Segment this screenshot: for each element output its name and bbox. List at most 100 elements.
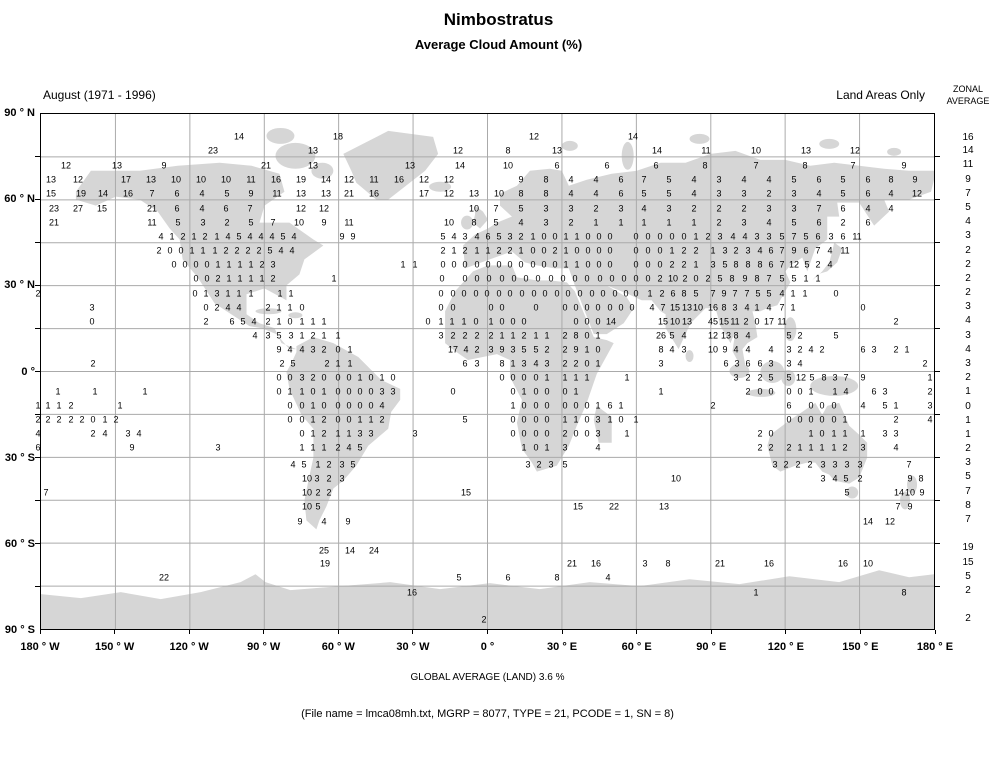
- cloud-amount-value: 16: [763, 558, 775, 569]
- cloud-amount-value: 10: [493, 188, 505, 199]
- cloud-amount-value: 3: [642, 558, 648, 569]
- cloud-amount-value: 0: [541, 231, 547, 242]
- cloud-amount-value: 13: [800, 145, 812, 156]
- cloud-amount-value: 2: [440, 245, 446, 256]
- cloud-amount-value: 5: [843, 473, 849, 484]
- cloud-amount-value: 12: [443, 174, 455, 185]
- cloud-amount-value: 3: [828, 231, 834, 242]
- cloud-amount-value: 0: [657, 245, 663, 256]
- cloud-amount-value: 5: [844, 487, 850, 498]
- cloud-amount-value: 2: [326, 473, 332, 484]
- cloud-amount-value: 3: [754, 231, 760, 242]
- cloud-amount-value: 1: [400, 259, 406, 270]
- cloud-amount-value: 1: [802, 288, 808, 299]
- zonal-average-value: 3: [965, 457, 971, 468]
- cloud-amount-value: 5: [350, 459, 356, 470]
- cloud-amount-value: 1: [819, 442, 825, 453]
- lat-tick-right: [935, 414, 940, 416]
- land-hispaniola: [288, 312, 303, 319]
- cloud-amount-value: 4: [742, 231, 748, 242]
- cloud-amount-value: 0: [523, 273, 529, 284]
- cloud-amount-value: 1: [753, 587, 759, 598]
- cloud-amount-value: 1: [595, 400, 601, 411]
- lon-tick-bottom: [487, 630, 488, 634]
- cloud-amount-value: 7: [779, 259, 785, 270]
- cloud-amount-value: 7: [149, 188, 155, 199]
- latitude-tick-label: 0 °: [21, 365, 35, 378]
- cloud-amount-value: 13: [295, 188, 307, 199]
- cloud-amount-value: 7: [779, 245, 785, 256]
- cloud-amount-value: 2: [234, 245, 240, 256]
- cloud-amount-value: 6: [554, 160, 560, 171]
- cloud-amount-value: 6: [745, 358, 751, 369]
- cloud-amount-value: 15: [657, 316, 669, 327]
- cloud-amount-value: 17: [418, 188, 430, 199]
- latitude-tick-label: 30 ° N: [4, 279, 35, 292]
- cloud-amount-value: 0: [390, 372, 396, 383]
- cloud-amount-value: 2: [488, 330, 494, 341]
- cloud-amount-value: 12: [788, 259, 800, 270]
- cloud-amount-value: 0: [596, 259, 602, 270]
- land-cuba: [255, 308, 282, 315]
- zonal-average-value: 19: [962, 542, 974, 553]
- cloud-amount-value: 1: [412, 259, 418, 270]
- cloud-amount-value: 1: [287, 386, 293, 397]
- cloud-amount-value: 3: [462, 231, 468, 242]
- longitude-tick-label: 30 ° W: [396, 641, 430, 653]
- cloud-amount-value: 3: [568, 203, 574, 214]
- cloud-amount-value: 1: [808, 428, 814, 439]
- lon-tick-bottom: [412, 630, 414, 634]
- zonal-average-value: 3: [965, 230, 971, 241]
- cloud-amount-value: 0: [335, 344, 341, 355]
- cloud-amount-value: 11: [840, 245, 850, 256]
- cloud-amount-value: 0: [450, 302, 456, 313]
- cloud-amount-value: 2: [310, 330, 316, 341]
- cloud-amount-value: 7: [732, 288, 738, 299]
- cloud-amount-value: 5: [456, 572, 462, 583]
- cloud-amount-value: 0: [589, 288, 595, 299]
- cloud-amount-value: 0: [203, 302, 209, 313]
- cloud-amount-value: 2: [521, 330, 527, 341]
- cloud-amount-value: 0: [585, 259, 591, 270]
- cloud-amount-value: 1: [831, 442, 837, 453]
- cloud-amount-value: 7: [779, 302, 785, 313]
- cloud-amount-value: 0: [204, 259, 210, 270]
- cloud-amount-value: 17: [447, 344, 459, 355]
- cloud-amount-value: 0: [596, 231, 602, 242]
- cloud-amount-value: 0: [357, 400, 363, 411]
- cloud-amount-value: 25: [318, 545, 330, 556]
- zonal-average-header: ZONAL: [952, 84, 983, 94]
- lon-tick-bottom: [710, 630, 712, 634]
- cloud-amount-value: 0: [554, 288, 560, 299]
- cloud-amount-value: 5: [803, 231, 809, 242]
- cloud-amount-value: 0: [368, 400, 374, 411]
- cloud-amount-value: 0: [560, 273, 566, 284]
- cloud-amount-value: 2: [462, 330, 468, 341]
- cloud-amount-value: 7: [43, 487, 49, 498]
- period-label: August (1971 - 1996): [43, 88, 156, 102]
- cloud-amount-value: 2: [795, 459, 801, 470]
- zonal-average-value: 1: [965, 429, 971, 440]
- cloud-amount-value: 3: [820, 459, 826, 470]
- cloud-amount-value: 3: [786, 344, 792, 355]
- cloud-amount-value: 0: [530, 259, 536, 270]
- cloud-amount-value: 2: [310, 372, 316, 383]
- cloud-amount-value: 21: [566, 558, 578, 569]
- cloud-amount-value: 3: [488, 344, 494, 355]
- cloud-amount-value: 3: [716, 174, 722, 185]
- cloud-amount-value: 0: [521, 372, 527, 383]
- cloud-amount-value: 3: [766, 231, 772, 242]
- cloud-amount-value: 1: [562, 372, 568, 383]
- cloud-amount-value: 0: [833, 288, 839, 299]
- latitude-tick-label: 60 ° N: [4, 193, 35, 206]
- cloud-amount-value: 3: [215, 442, 221, 453]
- cloud-amount-value: 4: [779, 288, 785, 299]
- cloud-amount-value: 2: [893, 344, 899, 355]
- cloud-amount-value: 1: [287, 302, 293, 313]
- cloud-amount-value: 8: [821, 372, 827, 383]
- cloud-amount-value: 1: [563, 231, 569, 242]
- cloud-amount-value: 16: [393, 174, 405, 185]
- cloud-amount-value: 2: [462, 245, 468, 256]
- cloud-amount-value: 2: [562, 428, 568, 439]
- cloud-amount-value: 2: [215, 273, 221, 284]
